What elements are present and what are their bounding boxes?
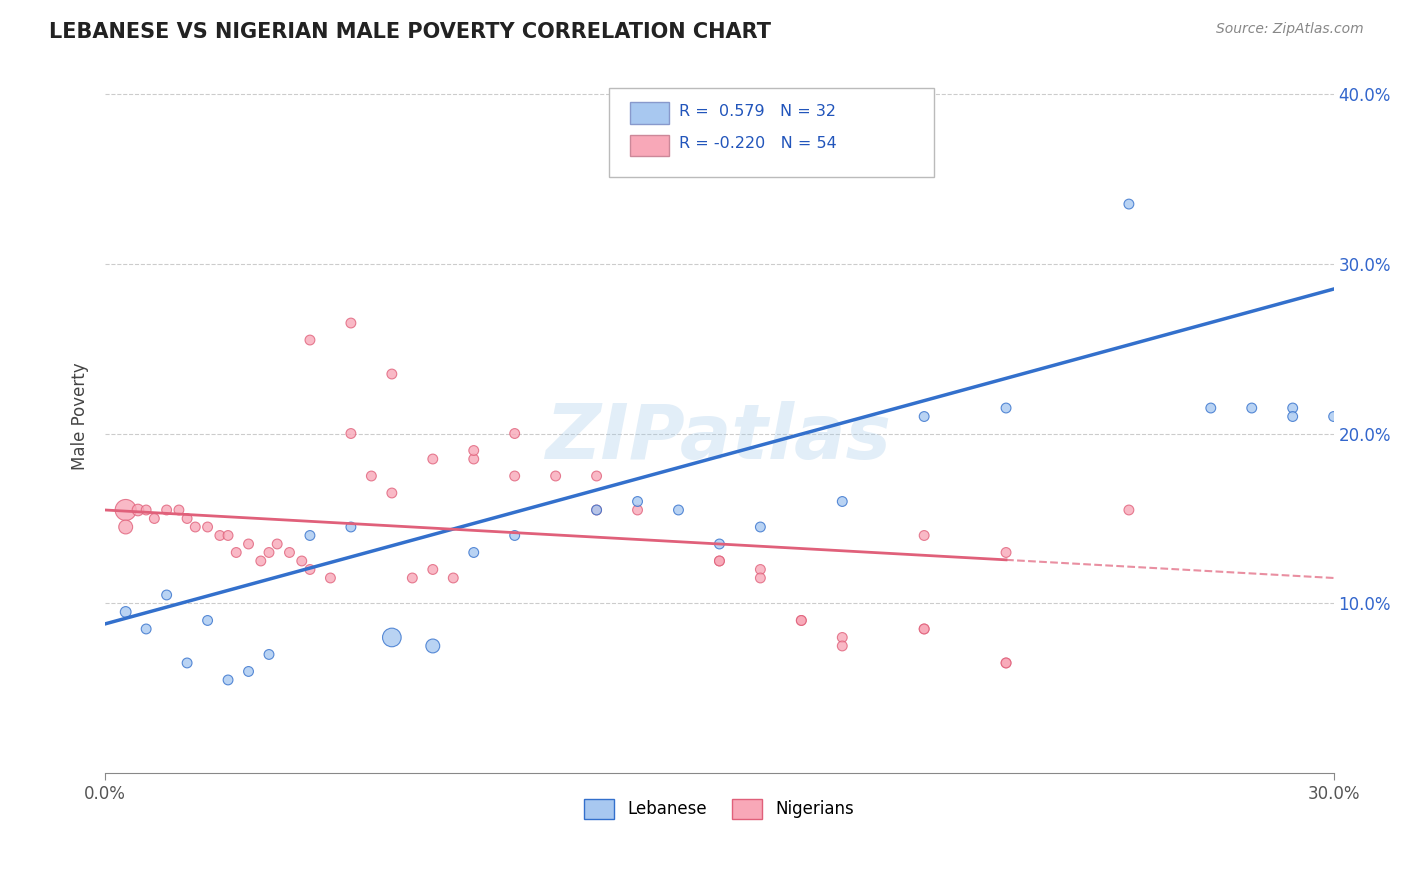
Point	[257, 545, 280, 559]
Point	[217, 528, 239, 542]
Point	[912, 409, 935, 424]
Point	[135, 503, 157, 517]
Text: Source: ZipAtlas.com: Source: ZipAtlas.com	[1216, 22, 1364, 37]
Point	[912, 622, 935, 636]
Point	[995, 545, 1018, 559]
Point	[197, 520, 219, 534]
Text: ZIPatlas: ZIPatlas	[547, 401, 893, 475]
Bar	[630, 103, 669, 124]
Point	[143, 511, 166, 525]
Point	[790, 614, 813, 628]
Point	[1323, 409, 1346, 424]
Point	[544, 469, 567, 483]
Point	[831, 494, 853, 508]
Point	[912, 622, 935, 636]
Bar	[630, 135, 669, 156]
Point	[422, 639, 444, 653]
Point	[995, 656, 1018, 670]
Point	[1199, 401, 1222, 415]
Point	[319, 571, 342, 585]
Point	[503, 528, 526, 542]
Point	[503, 426, 526, 441]
Point	[266, 537, 288, 551]
Point	[114, 520, 136, 534]
Point	[441, 571, 464, 585]
Text: R = -0.220   N = 54: R = -0.220 N = 54	[679, 136, 837, 152]
Point	[340, 520, 363, 534]
Point	[709, 554, 731, 568]
Text: R =  0.579   N = 32: R = 0.579 N = 32	[679, 104, 837, 120]
Point	[298, 333, 321, 347]
Point	[585, 469, 607, 483]
Point	[360, 469, 382, 483]
Point	[197, 614, 219, 628]
Point	[422, 562, 444, 576]
Point	[176, 656, 198, 670]
Point	[156, 503, 179, 517]
Point	[585, 503, 607, 517]
Point	[176, 511, 198, 525]
Point	[709, 537, 731, 551]
Point	[208, 528, 231, 542]
Point	[831, 639, 853, 653]
Point	[298, 562, 321, 576]
Point	[249, 554, 271, 568]
Point	[995, 656, 1018, 670]
Point	[709, 554, 731, 568]
Point	[463, 443, 485, 458]
Point	[381, 631, 404, 645]
Point	[381, 367, 404, 381]
Point	[463, 545, 485, 559]
Point	[114, 503, 136, 517]
Point	[238, 665, 260, 679]
Point	[1118, 197, 1140, 211]
Point	[749, 571, 772, 585]
Point	[114, 605, 136, 619]
Point	[831, 631, 853, 645]
Point	[340, 316, 363, 330]
Point	[167, 503, 190, 517]
Point	[626, 503, 648, 517]
Point	[340, 426, 363, 441]
Point	[1281, 409, 1303, 424]
Point	[1240, 401, 1263, 415]
Point	[585, 503, 607, 517]
Point	[1281, 401, 1303, 415]
Y-axis label: Male Poverty: Male Poverty	[72, 363, 89, 470]
Point	[1118, 503, 1140, 517]
Point	[749, 520, 772, 534]
Point	[156, 588, 179, 602]
Point	[422, 452, 444, 467]
Point	[225, 545, 247, 559]
Point	[626, 494, 648, 508]
Point	[995, 401, 1018, 415]
Point	[184, 520, 207, 534]
Point	[503, 469, 526, 483]
Point	[278, 545, 301, 559]
Point	[127, 503, 149, 517]
Point	[912, 528, 935, 542]
Point	[668, 503, 690, 517]
Point	[257, 648, 280, 662]
Point	[401, 571, 423, 585]
FancyBboxPatch shape	[609, 88, 935, 178]
Point	[238, 537, 260, 551]
Point	[217, 673, 239, 687]
Point	[463, 452, 485, 467]
Point	[381, 486, 404, 500]
Text: LEBANESE VS NIGERIAN MALE POVERTY CORRELATION CHART: LEBANESE VS NIGERIAN MALE POVERTY CORREL…	[49, 22, 772, 42]
Point	[749, 562, 772, 576]
Point	[790, 614, 813, 628]
Point	[291, 554, 314, 568]
Legend: Lebanese, Nigerians: Lebanese, Nigerians	[578, 792, 860, 826]
Point	[135, 622, 157, 636]
Point	[298, 528, 321, 542]
